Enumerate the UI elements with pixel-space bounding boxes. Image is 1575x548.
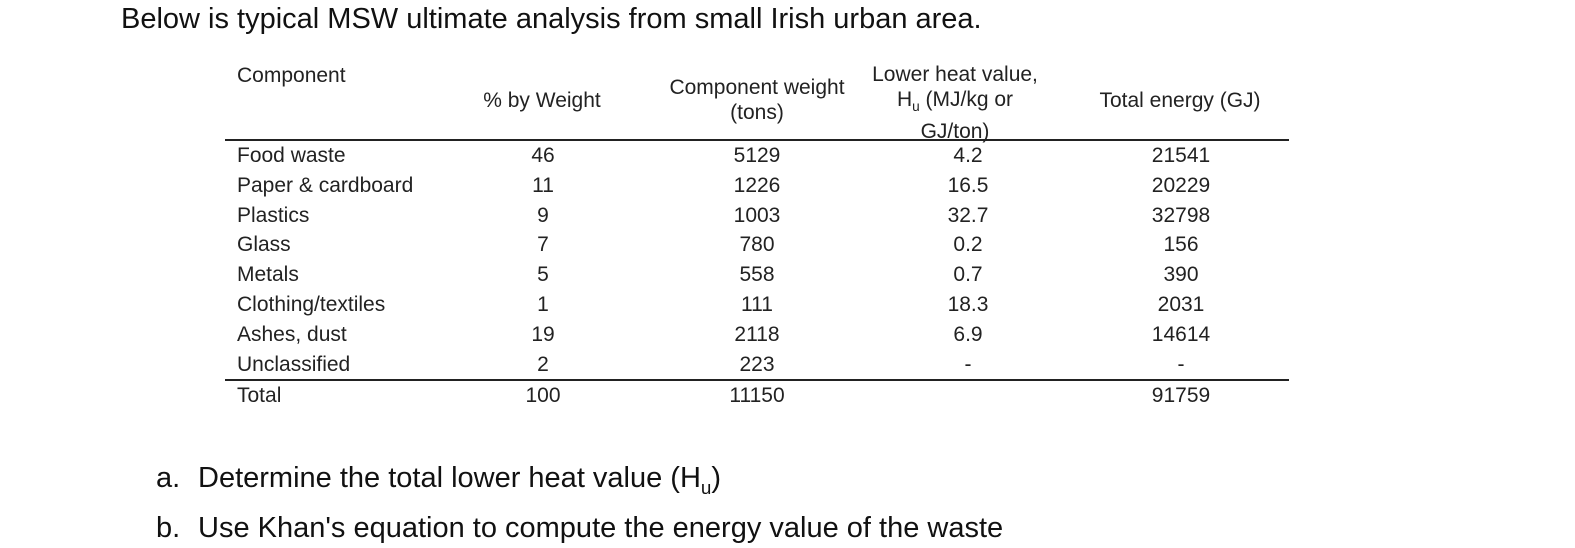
cell-lhv: 18.3: [947, 292, 989, 316]
cell-pct: 7: [537, 233, 549, 257]
table-row: Metals 5 558 0.7 390: [225, 260, 1289, 290]
question-marker: a.: [156, 462, 181, 494]
cell-pct: 11: [532, 173, 554, 197]
header-component-weight: Component weight (tons): [669, 76, 845, 124]
cell-lhv: 4.2: [953, 144, 983, 167]
table-row: Clothing/textiles 1 111 18.3 2031: [225, 290, 1289, 320]
cell-pct: 19: [531, 322, 555, 346]
table-row: Plastics 9 1003 32.7 32798: [225, 201, 1289, 231]
cell-lhv: 0.7: [953, 263, 983, 287]
table-body: Food waste 46 5129 4.2 21541 Paper & car…: [225, 141, 1289, 411]
cell-pct: 100: [525, 384, 561, 408]
cell-component: Unclassified: [237, 352, 351, 376]
cell-energy: 14614: [1151, 322, 1211, 346]
question-a: a. Determine the total lower heat value (…: [156, 458, 1003, 508]
cell-energy: 91759: [1151, 384, 1211, 408]
cell-component: Food waste: [237, 144, 346, 167]
cell-lhv: 32.7: [947, 203, 989, 227]
cell-weight: 223: [739, 352, 775, 376]
cell-weight: 11150: [729, 384, 785, 408]
cell-energy: 156: [1163, 233, 1199, 257]
cell-weight: 780: [739, 233, 775, 257]
table-total-row: Total 100 11150 91759: [225, 379, 1289, 411]
cell-pct: 2: [537, 352, 549, 376]
cell-pct: 46: [531, 144, 555, 167]
question-marker: b.: [156, 511, 181, 544]
table-row: Glass 7 780 0.2 156: [225, 230, 1289, 260]
cell-component: Total: [237, 384, 282, 408]
cell-energy: 21541: [1151, 144, 1211, 167]
cell-component: Glass: [237, 233, 291, 257]
cell-weight: 5129: [733, 144, 781, 167]
cell-energy: 32798: [1151, 203, 1211, 227]
cell-component: Clothing/textiles: [237, 292, 386, 316]
cell-component: Plastics: [237, 203, 310, 227]
cell-component: Paper & cardboard: [237, 173, 414, 197]
cell-weight: 558: [739, 263, 775, 287]
table-row: Ashes, dust 19 2118 6.9 14614: [225, 320, 1289, 350]
cell-weight: 2118: [734, 322, 780, 346]
cell-pct: 9: [537, 203, 549, 227]
cell-lhv: -: [964, 352, 972, 376]
intro-text: Below is typical MSW ultimate analysis f…: [121, 3, 982, 35]
cell-energy: -: [1177, 352, 1185, 376]
table-row: Food waste 46 5129 4.2 21541: [225, 141, 1289, 171]
cell-component: Metals: [237, 263, 299, 287]
cell-weight: 111: [741, 292, 773, 316]
cell-pct: 1: [537, 292, 549, 316]
cell-energy: 20229: [1151, 173, 1211, 197]
table-header: Component % by Weight Component weight (…: [225, 60, 1289, 144]
msw-analysis-table: Component % by Weight Component weight (…: [225, 60, 1289, 411]
cell-energy: 2031: [1157, 292, 1205, 316]
header-total-energy: Total energy (GJ): [1099, 89, 1261, 112]
question-list: a. Determine the total lower heat value (…: [156, 458, 1003, 548]
cell-lhv: 6.9: [953, 322, 983, 346]
header-component: Component: [237, 64, 346, 87]
cell-lhv: 16.5: [947, 173, 989, 197]
cell-weight: 1226: [733, 173, 781, 197]
table-row: Paper & cardboard 11 1226 16.5 20229: [225, 171, 1289, 201]
cell-energy: 390: [1163, 263, 1199, 287]
header-pct-weight: % by Weight: [483, 89, 601, 112]
cell-pct: 5: [537, 263, 549, 287]
cell-weight: 1003: [733, 203, 781, 227]
cell-lhv: 0.2: [953, 233, 983, 257]
header-lower-heat-value: Lower heat value, Hu (MJ/kg or GJ/ton): [872, 63, 1038, 144]
cell-component: Ashes, dust: [237, 322, 347, 346]
question-b: b. Use Khan's equation to compute the ene…: [156, 508, 1003, 548]
table-row: Unclassified 2 223 - -: [225, 350, 1289, 380]
